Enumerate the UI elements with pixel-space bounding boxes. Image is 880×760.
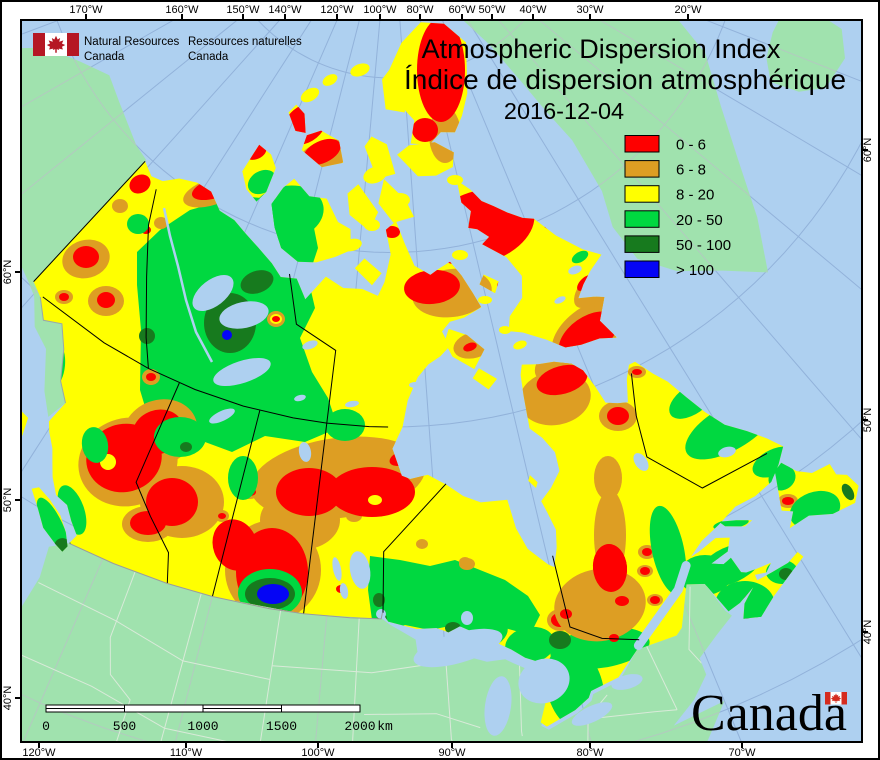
svg-text:km: km [377,719,393,734]
svg-text:60°N: 60°N [2,260,14,285]
svg-text:1500: 1500 [266,719,297,734]
svg-text:80°W: 80°W [406,4,434,16]
svg-text:60°W: 60°W [448,4,476,16]
svg-text:Canada: Canada [691,685,847,742]
svg-text:0 - 6: 0 - 6 [676,137,706,154]
svg-text:50°N: 50°N [2,488,14,513]
svg-text:150°W: 150°W [226,4,260,16]
svg-text:Ressources naturelles: Ressources naturelles [188,36,302,48]
svg-text:100°W: 100°W [363,4,397,16]
svg-text:110°W: 110°W [170,747,203,759]
svg-text:6 - 8: 6 - 8 [676,162,706,179]
svg-text:Canada: Canada [188,51,229,63]
svg-text:40°W: 40°W [519,4,547,16]
svg-text:8 - 20: 8 - 20 [676,187,714,204]
svg-text:500: 500 [113,719,136,734]
svg-text:120°W: 120°W [22,747,56,759]
svg-text:30°W: 30°W [576,4,604,16]
svg-text:40°N: 40°N [2,686,14,711]
svg-text:140°W: 140°W [268,4,302,16]
svg-text:70°W: 70°W [728,747,756,759]
svg-text:Canada: Canada [84,51,125,63]
svg-text:0: 0 [42,719,50,734]
svg-text:160°W: 160°W [165,4,199,16]
svg-text:20°W: 20°W [674,4,702,16]
svg-text:2016-12-04: 2016-12-04 [504,98,624,124]
svg-text:100°W: 100°W [301,747,335,759]
svg-text:Atmospheric Dispersion Index: Atmospheric Dispersion Index [422,34,781,64]
svg-text:Índice de dispersion atmosphér: Índice de dispersion atmosphérique [404,64,846,95]
svg-text:20 - 50: 20 - 50 [676,212,723,229]
svg-text:120°W: 120°W [320,4,354,16]
svg-text:50 - 100: 50 - 100 [676,237,731,254]
svg-text:> 100: > 100 [676,262,714,279]
svg-text:170°W: 170°W [69,4,103,16]
svg-text:Natural Resources: Natural Resources [84,36,179,48]
svg-text:50°W: 50°W [478,4,506,16]
svg-text:1000: 1000 [187,719,218,734]
svg-text:90°W: 90°W [438,747,466,759]
svg-text:2000: 2000 [344,719,375,734]
svg-text:80°W: 80°W [576,747,604,759]
